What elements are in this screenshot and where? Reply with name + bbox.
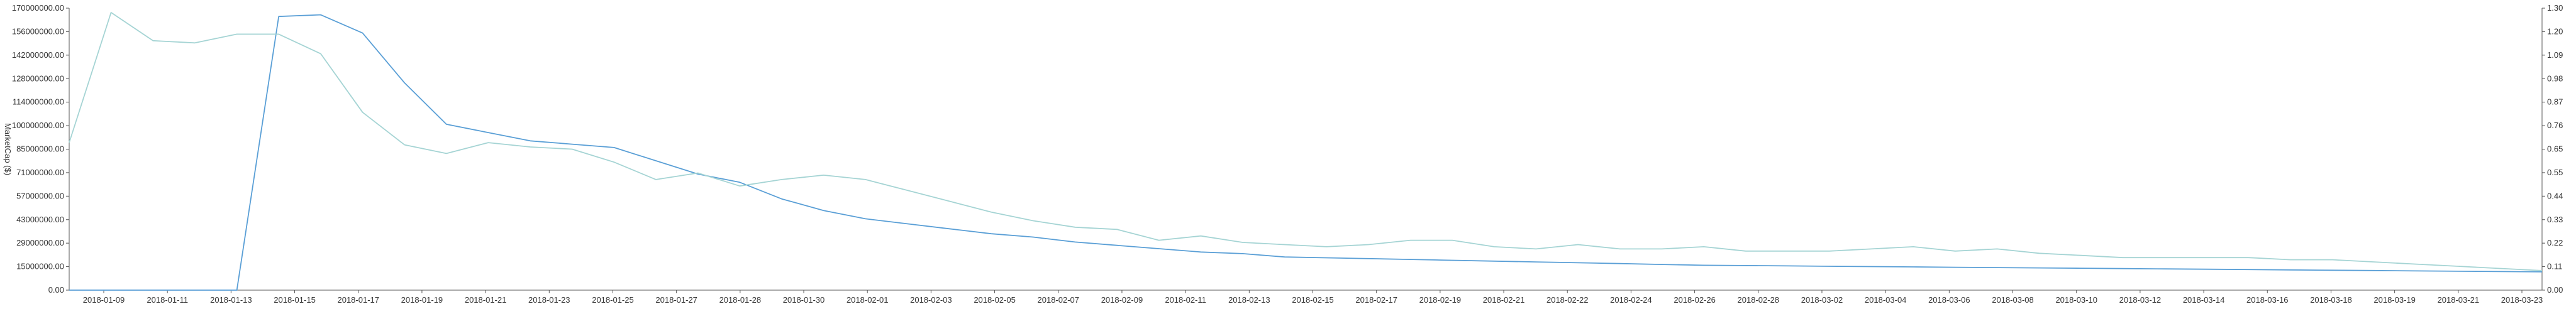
x-tick-label: 2018-01-25 xyxy=(592,295,634,305)
x-tick-label: 2018-03-21 xyxy=(2438,295,2480,305)
x-tick-label: 2018-01-28 xyxy=(719,295,762,305)
x-tick-label: 2018-02-26 xyxy=(1674,295,1716,305)
y-left-tick-label: 128000000.00 xyxy=(12,73,64,83)
x-tick-label: 2018-01-21 xyxy=(465,295,507,305)
x-tick-label: 2018-02-07 xyxy=(1038,295,1080,305)
y-left-tick-label: 142000000.00 xyxy=(12,50,64,60)
x-tick-label: 2018-03-08 xyxy=(1992,295,2034,305)
y-right-tick-label: 0.65 xyxy=(2547,144,2563,154)
x-tick-label: 2018-03-16 xyxy=(2246,295,2289,305)
x-tick-label: 2018-01-19 xyxy=(401,295,443,305)
y-left-tick-label: 15000000.00 xyxy=(16,262,64,271)
y-left-tick-label: 114000000.00 xyxy=(13,97,64,107)
x-tick-label: 2018-02-13 xyxy=(1228,295,1270,305)
y-right-tick-label: 0.00 xyxy=(2547,285,2563,295)
x-tick-label: 2018-02-09 xyxy=(1101,295,1143,305)
x-tick-label: 2018-02-03 xyxy=(910,295,952,305)
x-tick-label: 2018-01-17 xyxy=(337,295,379,305)
x-tick-label: 2018-01-09 xyxy=(83,295,125,305)
y-left-tick-label: 156000000.00 xyxy=(12,26,64,36)
x-tick-label: 2018-01-23 xyxy=(528,295,570,305)
x-tick-label: 2018-03-12 xyxy=(2119,295,2162,305)
y-right-tick-label: 0.76 xyxy=(2547,121,2563,130)
y-right-tick-label: 0.33 xyxy=(2547,215,2563,224)
y-left-tick-label: 43000000.00 xyxy=(16,215,64,224)
y-right-tick-label: 1.20 xyxy=(2547,26,2563,36)
y-right-tick-label: 1.30 xyxy=(2547,3,2563,13)
x-tick-label: 2018-01-15 xyxy=(274,295,316,305)
price-series-line xyxy=(69,11,2543,271)
y-left-tick-label: 100000000.00 xyxy=(12,121,64,130)
x-tick-label: 2018-01-11 xyxy=(147,295,188,305)
y-left-tick-label: 170000000.00 xyxy=(12,3,64,13)
x-tick-label: 2018-02-17 xyxy=(1355,295,1397,305)
y-right-tick-label: 0.98 xyxy=(2547,73,2563,83)
x-tick-label: 2018-03-23 xyxy=(2501,295,2543,305)
x-tick-label: 2018-03-18 xyxy=(2310,295,2352,305)
y-right-tick-label: 0.22 xyxy=(2547,238,2563,247)
y-left-tick-label: 0.00 xyxy=(48,285,64,295)
y-right-tick-label: 0.87 xyxy=(2547,97,2563,107)
x-tick-label: 2018-02-22 xyxy=(1546,295,1589,305)
x-tick-label: 2018-02-01 xyxy=(847,295,889,305)
x-tick-label: 2018-01-13 xyxy=(210,295,252,305)
marketcap-series-line xyxy=(69,14,2543,291)
y-right-tick-label: 0.11 xyxy=(2547,262,2562,271)
y-left-tick-label: 57000000.00 xyxy=(16,191,64,200)
y-left-tick-label: 85000000.00 xyxy=(16,144,64,154)
x-tick-label: 2018-01-27 xyxy=(655,295,697,305)
x-tick-label: 2018-02-05 xyxy=(974,295,1016,305)
y-right-tick-label: 1.09 xyxy=(2547,50,2563,60)
x-tick-label: 2018-03-19 xyxy=(2373,295,2416,305)
x-tick-label: 2018-03-10 xyxy=(2055,295,2097,305)
x-tick-label: 2018-02-21 xyxy=(1483,295,1525,305)
y-right-tick-label: 0.44 xyxy=(2547,191,2563,200)
y-left-axis-title: MarketCap ($) xyxy=(3,123,13,175)
y-left-tick-label: 29000000.00 xyxy=(16,238,64,247)
x-tick-label: 2018-03-04 xyxy=(1865,295,1907,305)
x-tick-label: 2018-01-30 xyxy=(783,295,825,305)
y-right-tick-label: 0.55 xyxy=(2547,168,2563,177)
x-tick-label: 2018-02-15 xyxy=(1292,295,1334,305)
x-tick-label: 2018-02-28 xyxy=(1738,295,1780,305)
x-tick-label: 2018-02-19 xyxy=(1419,295,1462,305)
x-tick-label: 2018-03-02 xyxy=(1801,295,1843,305)
x-tick-label: 2018-03-14 xyxy=(2183,295,2225,305)
y-left-tick-label: 71000000.00 xyxy=(16,168,64,177)
x-tick-label: 2018-02-24 xyxy=(1610,295,1652,305)
x-tick-label: 2018-02-11 xyxy=(1165,295,1206,305)
x-tick-label: 2018-03-06 xyxy=(1928,295,1970,305)
